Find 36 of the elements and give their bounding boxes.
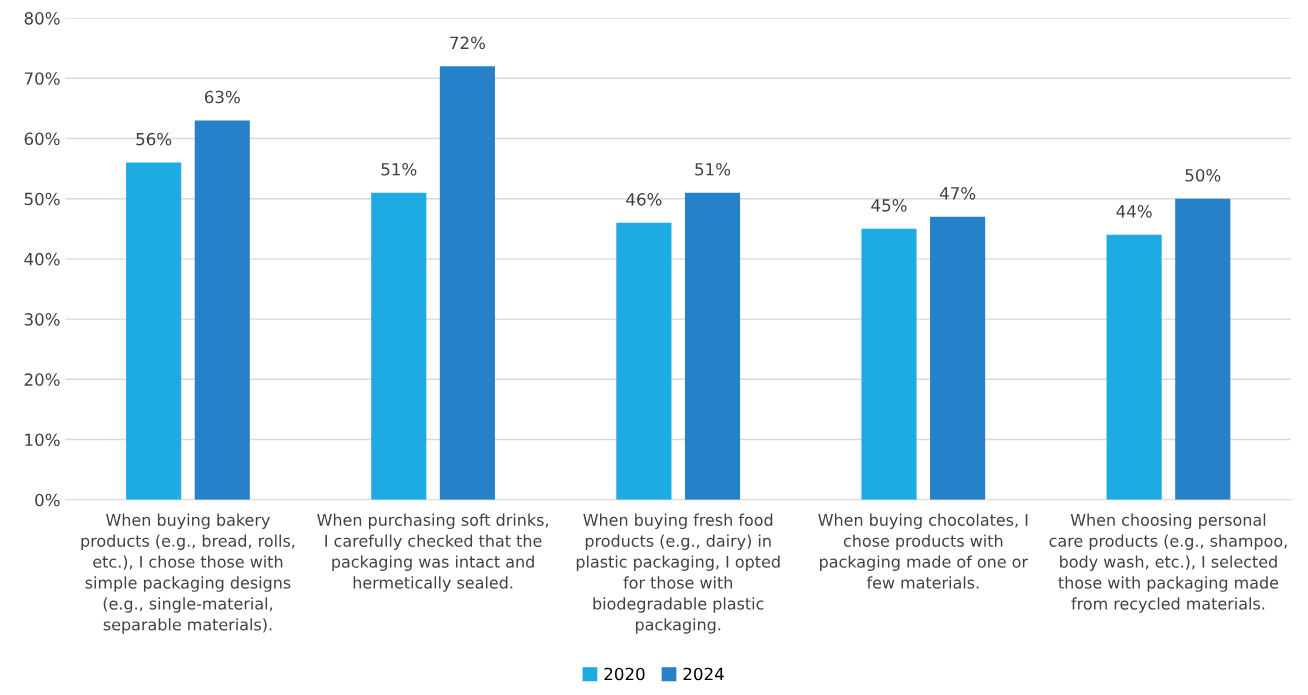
- bar: [930, 216, 986, 500]
- y-tick-label: 20%: [24, 373, 60, 386]
- data-label: 72%: [450, 36, 485, 50]
- bar: [439, 66, 495, 500]
- x-tick-label: When buying bakery products (e.g., bread, rolls, etc.), I chose those with simple packaging designs (e.g., single-material, separable materials).: [81, 513, 295, 634]
- y-tick-label: 30%: [24, 313, 60, 326]
- data-label: 46%: [626, 193, 662, 206]
- y-tick-label: 50%: [24, 192, 60, 206]
- bar: [861, 228, 917, 500]
- y-tick-label: 60%: [24, 132, 60, 146]
- bar: [616, 222, 672, 500]
- y-tick-label: 0%: [35, 493, 60, 507]
- x-tick-label: When purchasing soft drinks, I carefully checked that the packaging was intact and hermetically sealed.: [317, 513, 548, 592]
- data-label: 56%: [136, 132, 172, 146]
- y-tick-label: 80%: [24, 12, 60, 25]
- legend-label: 2024: [683, 667, 724, 681]
- bar: [126, 162, 182, 500]
- data-label: 63%: [204, 90, 240, 104]
- data-label: 51%: [381, 162, 417, 176]
- legend-label: 2020: [604, 667, 645, 681]
- y-tick-label: 40%: [24, 252, 60, 266]
- x-tick-label: When choosing personal care products (e.g., shampoo, body wash, etc.), I selected those with packaging made from recycled materials.: [1049, 513, 1287, 613]
- bar: [1175, 198, 1231, 500]
- y-tick-label: 70%: [24, 72, 60, 85]
- data-label: 44%: [1116, 205, 1152, 218]
- x-tick-label: When buying fresh food products (e.g., dairy) in plastic packaging, I opted for those with biodegradable plastic packaging.: [576, 513, 780, 634]
- data-label: 51%: [695, 162, 731, 176]
- bar: [1106, 234, 1162, 500]
- y-tick-label: 10%: [25, 433, 60, 447]
- data-label: 45%: [871, 199, 907, 212]
- x-tick-label: When buying chocolates, I chose products with packaging made of one or few materials.: [818, 513, 1028, 589]
- bar: [194, 120, 250, 500]
- data-label: 47%: [939, 187, 976, 200]
- data-label: 50%: [1185, 168, 1221, 182]
- bar: [371, 192, 427, 500]
- bar: [684, 192, 741, 500]
